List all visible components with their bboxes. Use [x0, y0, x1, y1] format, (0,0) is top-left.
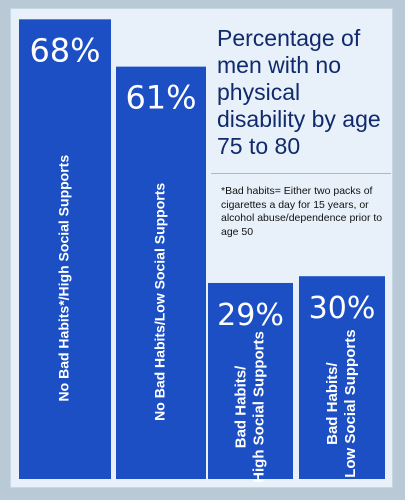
- bar-bad-habits-low-social-supports: [299, 276, 385, 479]
- value-label-4: 30%: [309, 291, 376, 326]
- category-label-3-line-1: Bad Habits/: [232, 365, 249, 448]
- bar-group-4: 30% Bad Habits/Low Social Supports: [299, 276, 385, 479]
- chart-panel: 68% No Bad Habits*/High Social Supports 61…: [10, 8, 393, 488]
- bar-group-2: 61% No Bad Habits/Low Social Supports: [116, 66, 206, 479]
- bar-group-1: 68% No Bad Habits*/High Social Supports: [19, 19, 111, 479]
- bar-chart: 68% No Bad Habits*/High Social Supports 61…: [19, 19, 385, 483]
- value-label-3: 29%: [217, 298, 284, 333]
- bar-no-bad-habits-high-social-supports: [19, 19, 111, 479]
- footnote: *Bad habits= Either two packs of cigaret…: [221, 185, 383, 238]
- bar-bad-habits-high-social-supports: [208, 282, 293, 479]
- category-label-2: No Bad Habits/Low Social Supports: [152, 183, 168, 421]
- chart-title: Percentage of men with no physical disab…: [217, 25, 381, 159]
- category-label-4-line-2: Low Social Supports: [342, 329, 359, 477]
- value-label-2: 61%: [125, 79, 196, 117]
- category-label-4-line-1: Bad Habits/: [324, 362, 341, 445]
- category-label-3-line-2: High Social Supports: [250, 331, 267, 483]
- category-label-1: No Bad Habits*/High Social Supports: [56, 155, 72, 402]
- bar-group-3: 29% Bad Habits/High Social Supports: [208, 282, 293, 483]
- bar-no-bad-habits-low-social-supports: [116, 66, 206, 479]
- value-label-1: 68%: [29, 31, 100, 69]
- title-divider: [211, 173, 391, 174]
